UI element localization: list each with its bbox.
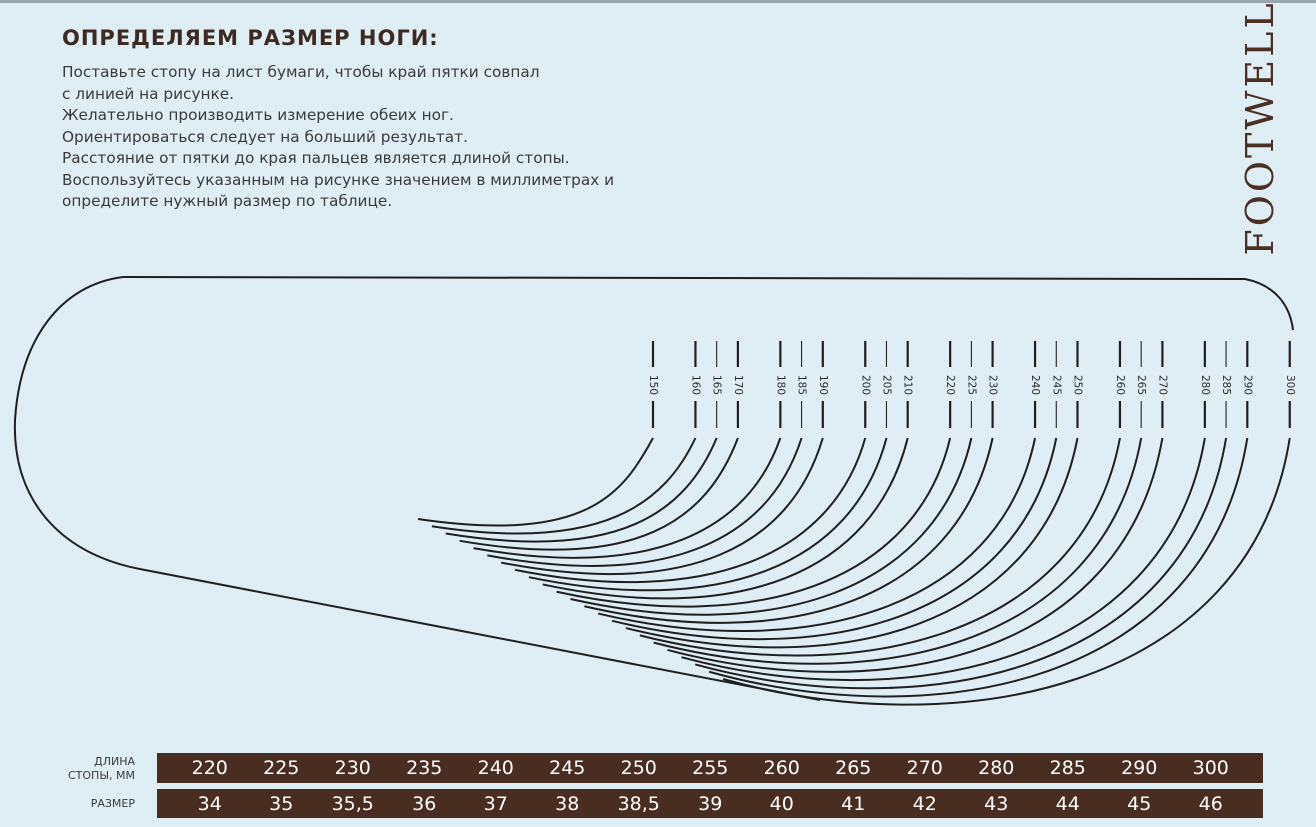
size-cell: 35,5 <box>331 792 374 815</box>
instruction-line: Расстояние от пятки до края пальцев явля… <box>62 149 570 167</box>
mark-label: 265 <box>1135 375 1147 395</box>
length-cell: 235 <box>406 757 443 779</box>
length-cell: 300 <box>1192 757 1229 779</box>
length-cell: 260 <box>763 757 800 779</box>
foot-measure-diagram: 150 160 165 170 180 185 190 200 205 210 220 225 230 2… <box>13 276 1296 706</box>
mark-label: 160 <box>689 375 701 395</box>
measure-marks: 150 160 165 170 180 185 190 200 205 210 220 225 230 2… <box>647 341 1296 428</box>
mark-label: 170 <box>732 375 744 395</box>
mark-label: 150 <box>647 375 659 395</box>
toe-arc <box>625 437 1079 649</box>
instruction-line: Желательно производить измерение обеих н… <box>62 106 454 124</box>
mark-label: 290 <box>1241 375 1253 395</box>
size-row-label: РАЗМЕР <box>90 797 135 810</box>
mark-label: 210 <box>902 375 914 395</box>
toe-arc <box>500 437 824 575</box>
size-cell: 46 <box>1198 792 1223 815</box>
toe-arc <box>681 437 1206 682</box>
mark-label: 190 <box>817 375 829 395</box>
length-cell: 280 <box>978 757 1015 779</box>
mark-label: 260 <box>1114 375 1126 395</box>
instruction-line: с линией на рисунке. <box>62 84 235 103</box>
mark-label: 200 <box>859 375 871 395</box>
mark-label: 165 <box>711 375 723 395</box>
mark-label: 270 <box>1156 375 1168 395</box>
size-cell: 45 <box>1127 792 1152 815</box>
instructions: Поставьте стопу на лист бумаги, чтобы кр… <box>62 62 702 213</box>
length-row: 220 225 230 235 240 245 250 255 260 265 270 280 285 2… <box>157 753 1263 783</box>
length-label-line: СТОПЫ, ММ <box>67 769 135 782</box>
length-cell: 265 <box>835 757 872 779</box>
length-cell: 240 <box>477 757 514 779</box>
mark-label: 205 <box>880 375 892 395</box>
length-cells: 220 225 230 235 240 245 250 255 260 265 270 280 285 2… <box>157 757 1247 779</box>
toe-arc <box>611 437 1058 641</box>
mark-label: 230 <box>987 375 999 395</box>
size-cell: 42 <box>912 792 937 815</box>
size-cell: 44 <box>1055 792 1080 815</box>
mark-label: 280 <box>1199 375 1211 395</box>
toe-arc <box>695 437 1228 690</box>
mark-label: 285 <box>1220 375 1232 395</box>
toe-arc <box>653 437 1143 665</box>
length-label-line: ДЛИНА <box>94 755 135 768</box>
length-cell: 285 <box>1049 757 1086 779</box>
toe-arc <box>556 437 952 608</box>
top-border <box>0 0 1316 3</box>
toe-arc <box>514 437 867 584</box>
instruction-line: Ориентироваться следует на больший резул… <box>62 127 468 146</box>
size-cell: 41 <box>841 792 866 815</box>
size-cell: 35 <box>269 792 294 815</box>
mark-label: 180 <box>774 375 786 395</box>
mark-label: 240 <box>1029 375 1041 395</box>
mark-label: 220 <box>944 375 956 395</box>
toe-arc <box>459 437 739 551</box>
toe-arc <box>528 437 888 592</box>
toe-arc <box>708 437 1249 698</box>
length-cell: 230 <box>334 757 371 779</box>
size-cell: 40 <box>769 792 794 815</box>
size-row: 34 35 35,5 36 37 38 38,5 39 40 41 42 43 44 45 46 <box>157 789 1263 818</box>
toe-arc <box>597 437 1037 633</box>
mark-label: 185 <box>796 375 808 395</box>
size-cells: 34 35 35,5 36 37 38 38,5 39 40 41 42 43 44 45 46 <box>157 793 1247 815</box>
length-cell: 270 <box>906 757 943 779</box>
size-cell: 37 <box>483 792 508 815</box>
size-cell: 38 <box>555 792 580 815</box>
toe-arc <box>431 437 697 535</box>
toe-arc <box>584 437 994 624</box>
length-cell: 290 <box>1121 757 1158 779</box>
mark-label: 300 <box>1284 375 1296 395</box>
toe-arc <box>487 437 803 567</box>
toe-arc <box>417 437 654 527</box>
mark-label: 250 <box>1072 375 1084 395</box>
length-cell: 220 <box>191 757 228 779</box>
toe-arc <box>722 437 1291 706</box>
mark-label: 245 <box>1050 375 1062 395</box>
toe-arc <box>445 437 718 543</box>
mark-label: 225 <box>965 375 977 395</box>
instruction-line: Воспользуйтесь указанным на рисунке знач… <box>62 170 615 189</box>
size-cell: 36 <box>412 792 437 815</box>
toe-arc <box>473 437 782 559</box>
length-cell: 225 <box>263 757 300 779</box>
length-cell: 255 <box>692 757 729 779</box>
page-title: ОПРЕДЕЛЯЕМ РАЗМЕР НОГИ: <box>62 26 439 50</box>
instruction-line: определите нужный размер по таблице. <box>62 192 393 210</box>
toe-arc <box>639 437 1121 657</box>
size-cell: 39 <box>698 792 723 815</box>
toe-arc <box>667 437 1164 673</box>
toe-arcs <box>417 437 1291 706</box>
length-cell: 245 <box>549 757 586 779</box>
size-cell: 43 <box>984 792 1009 815</box>
instruction-line: Поставьте стопу на лист бумаги, чтобы кр… <box>62 63 540 81</box>
foot-outline <box>13 276 1294 701</box>
toe-arc <box>570 437 973 616</box>
size-cell: 34 <box>197 792 222 815</box>
toe-arc <box>542 437 909 600</box>
size-cell: 38,5 <box>617 792 660 815</box>
length-cell: 250 <box>620 757 657 779</box>
length-row-label: ДЛИНА СТОПЫ, ММ <box>45 755 135 783</box>
